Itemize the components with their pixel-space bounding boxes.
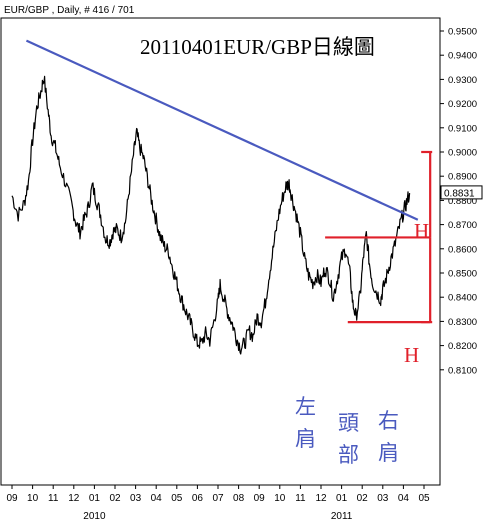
x-tick-label: 06 bbox=[192, 493, 204, 504]
y-tick-label: 0.8100 bbox=[448, 365, 477, 376]
x-tick-label: 09 bbox=[6, 493, 18, 504]
y-tick-label: 0.8300 bbox=[448, 317, 477, 328]
y-tick-label: 0.8600 bbox=[448, 244, 477, 255]
x-year-label: 2010 bbox=[83, 511, 106, 522]
x-tick-label: 07 bbox=[212, 493, 224, 504]
x-tick-label: 10 bbox=[274, 493, 286, 504]
price-series bbox=[11, 75, 411, 355]
chart-header: EUR/GBP , Daily, # 416 / 701 bbox=[4, 5, 135, 16]
x-tick-label: 12 bbox=[68, 493, 80, 504]
x-tick-label: 01 bbox=[89, 493, 101, 504]
y-tick-label: 0.8400 bbox=[448, 293, 477, 304]
x-axis: 09 10 11 12 01 02 03 04 05 06 07 08 09 10 11 12 01 02 03 04… bbox=[6, 485, 430, 522]
y-tick-label: 0.9300 bbox=[448, 75, 477, 86]
x-tick-label: 11 bbox=[48, 493, 59, 504]
last-price-frame bbox=[440, 185, 483, 200]
x-tick-label: 12 bbox=[315, 493, 327, 504]
last-price-box: 0.8831 bbox=[440, 185, 483, 200]
y-tick-label: 0.8500 bbox=[448, 269, 477, 280]
x-tick-label: 05 bbox=[171, 493, 183, 504]
chart-title: 20110401EUR/GBP日線圖 bbox=[140, 35, 375, 59]
y-tick-label: 0.9200 bbox=[448, 99, 477, 110]
right-shoulder-label-1: 右 bbox=[378, 409, 399, 433]
plot-frame bbox=[0, 17, 441, 486]
last-price-label: 0.8831 bbox=[444, 188, 475, 199]
x-tick-label: 11 bbox=[295, 493, 306, 504]
x-tick-label: 01 bbox=[336, 493, 348, 504]
y-tick-label: 0.9500 bbox=[448, 27, 477, 38]
x-tick-label: 10 bbox=[27, 493, 39, 504]
x-tick-label: 03 bbox=[130, 493, 142, 504]
y-tick-label: 0.9000 bbox=[448, 148, 477, 159]
x-tick-label: 02 bbox=[357, 493, 369, 504]
head-label-2: 部 bbox=[338, 443, 359, 467]
x-tick-label: 04 bbox=[398, 493, 410, 504]
x-tick-label: 09 bbox=[254, 493, 266, 504]
y-tick-label: 0.9400 bbox=[448, 51, 477, 62]
y-tick-label: 0.8200 bbox=[448, 341, 477, 352]
x-tick-label: 02 bbox=[109, 493, 121, 504]
right-shoulder-label-2: 肩 bbox=[378, 441, 399, 465]
x-tick-label: 03 bbox=[377, 493, 389, 504]
pattern-labels: 左 肩 頭 部 右 肩 bbox=[295, 395, 399, 467]
y-tick-label: 0.8900 bbox=[448, 172, 477, 183]
x-year-label: 2011 bbox=[331, 511, 353, 522]
left-shoulder-label-1: 左 bbox=[295, 395, 316, 419]
x-tick-label: 08 bbox=[233, 493, 245, 504]
left-shoulder-label-2: 肩 bbox=[295, 427, 316, 451]
y-tick-label: 0.9100 bbox=[448, 123, 477, 134]
trendline-line bbox=[25, 39, 419, 221]
x-tick-label: 04 bbox=[151, 493, 163, 504]
y-tick-label: 0.8700 bbox=[448, 220, 477, 231]
x-tick-label: 05 bbox=[418, 493, 430, 504]
y-tick-label: 0.8800 bbox=[448, 196, 477, 207]
height-label-upper: H bbox=[414, 219, 429, 243]
annotation-layer bbox=[25, 39, 433, 324]
head-label-1: 頭 bbox=[338, 411, 359, 435]
price-line bbox=[11, 75, 411, 355]
y-axis: 0.9500 0.9400 0.9300 0.9200 0.9100 0.9000 0.89… bbox=[440, 27, 477, 376]
height-label-lower: H bbox=[404, 343, 419, 367]
